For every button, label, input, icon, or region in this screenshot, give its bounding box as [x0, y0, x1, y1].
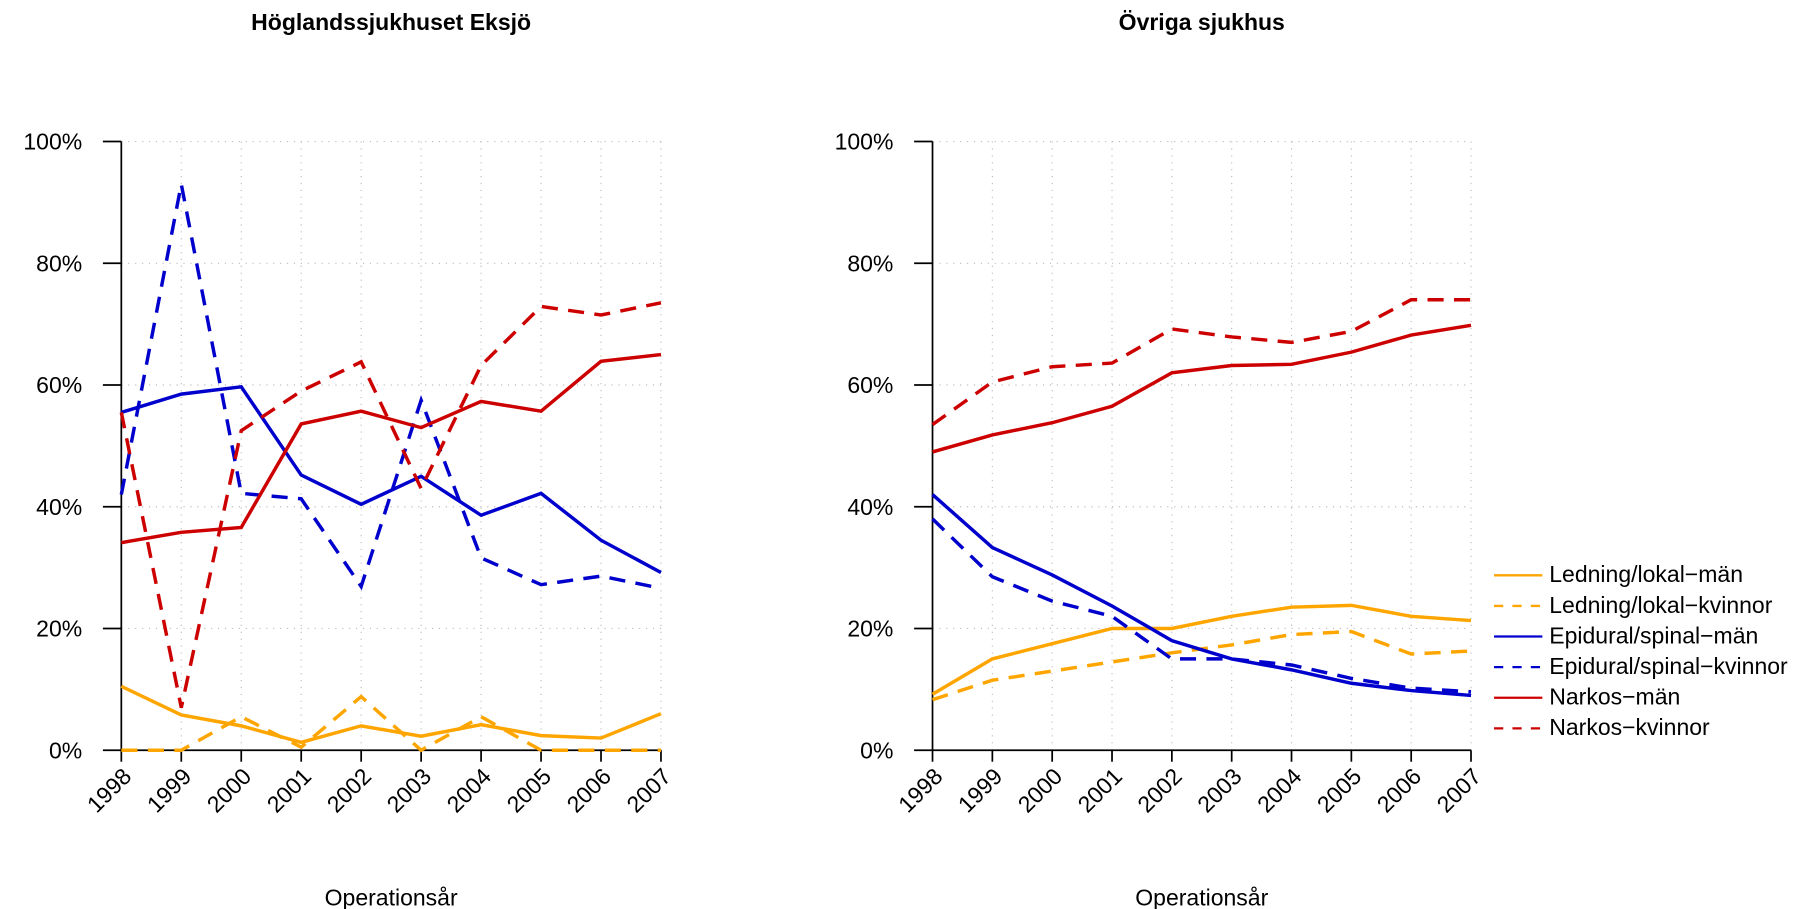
x-tick-label: 2002	[1132, 763, 1187, 818]
chart-title: Övriga sjukhus	[1119, 9, 1285, 35]
y-tick-label: 40%	[36, 494, 82, 520]
y-tick-label: 0%	[49, 737, 82, 763]
y-tick-label: 80%	[847, 250, 893, 276]
legend-label: Narkos−män	[1549, 684, 1680, 710]
line-series	[931, 603, 1472, 696]
line-series	[119, 183, 662, 591]
line-series	[120, 684, 662, 745]
x-tick-label: 2000	[1013, 763, 1068, 818]
y-tick-label: 80%	[36, 250, 82, 276]
x-tick-label: 1998	[893, 763, 948, 818]
line-series	[931, 517, 1472, 694]
x-tick-label: 2007	[621, 763, 676, 818]
x-tick-label: 2005	[1312, 763, 1367, 818]
x-axis-label: Operationsår	[325, 885, 458, 909]
line-series	[931, 298, 1472, 426]
legend-label: Ledning/lokal−män	[1549, 561, 1743, 587]
y-tick-label: 40%	[847, 494, 893, 520]
x-tick-label: 2000	[202, 763, 257, 818]
x-tick-label: 2004	[442, 763, 497, 818]
legend-label: Epidural/spinal−kvinnor	[1549, 653, 1788, 679]
legend-label: Narkos−kvinnor	[1549, 714, 1710, 740]
x-tick-label: 2007	[1431, 763, 1486, 818]
line-series	[119, 301, 662, 708]
x-tick-label: 2006	[1372, 763, 1427, 818]
x-tick-label: 2003	[382, 763, 437, 818]
legend-label: Epidural/spinal−män	[1549, 622, 1758, 648]
line-series	[931, 493, 1472, 698]
x-tick-label: 1998	[82, 763, 137, 818]
x-tick-label: 2003	[1192, 763, 1247, 818]
y-tick-label: 20%	[847, 616, 893, 642]
x-axis-label: Operationsår	[1135, 885, 1268, 909]
y-tick-label: 60%	[36, 372, 82, 398]
y-tick-label: 100%	[835, 129, 894, 155]
x-tick-label: 1999	[953, 763, 1008, 818]
x-tick-label: 2006	[561, 763, 616, 818]
y-tick-label: 100%	[23, 129, 82, 155]
line-series	[932, 323, 1472, 454]
x-tick-label: 2004	[1252, 763, 1307, 818]
line-series	[120, 384, 662, 574]
x-tick-label: 2005	[502, 763, 557, 818]
y-tick-label: 60%	[847, 372, 893, 398]
x-tick-label: 2001	[262, 763, 317, 818]
legend-label: Ledning/lokal−kvinnor	[1549, 592, 1772, 618]
x-tick-label: 1999	[142, 763, 197, 818]
y-tick-label: 20%	[36, 616, 82, 642]
line-series	[121, 694, 661, 753]
chart-title: Höglandssjukhuset Eksjö	[251, 9, 531, 35]
x-tick-label: 2001	[1072, 763, 1127, 818]
y-tick-label: 0%	[860, 737, 893, 763]
x-tick-label: 2002	[322, 763, 377, 818]
line-series	[121, 352, 662, 545]
